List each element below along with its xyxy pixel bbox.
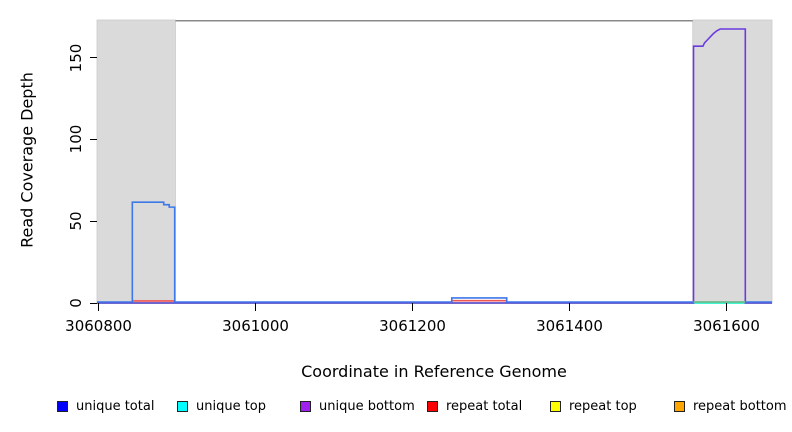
y-tick-mark [90,138,97,140]
legend-label: unique top [196,398,267,414]
x-tick-mark [725,303,727,311]
legend-swatch-repeat_total [427,400,438,412]
y-tick-mark [90,302,97,304]
y-tick-label: 100 [67,125,85,154]
legend-swatch-unique_top [177,400,188,412]
legend-item-repeat_total: repeat total [427,395,522,417]
legend-item-unique_top: unique top [177,395,266,417]
legend-item-repeat_bottom: repeat bottom [674,395,787,417]
x-tick-mark [569,303,570,311]
x-tick-label: 3061400 [536,317,603,335]
y-tick-label: 150 [67,43,85,72]
y-tick-label: 50 [67,211,85,231]
x-tick-mark [98,303,100,311]
y-axis-title: Read Coverage Depth [17,72,37,248]
y-tick-mark [90,57,97,59]
legend-item-repeat_top: repeat top [550,395,637,417]
legend-label: repeat total [446,398,523,414]
legend-item-unique_total: unique total [57,395,154,417]
x-tick-mark [412,303,414,311]
chart-legend: unique total unique top unique bottom repea… [0,395,792,419]
shaded-region-left [96,19,176,304]
legend-swatch-repeat_top [550,400,561,412]
legend-label: unique bottom [319,398,415,414]
x-tick-mark [255,303,257,311]
series-unique_bottom [97,28,772,304]
x-tick-label: 3060800 [65,317,132,335]
y-tick-label: 0 [67,298,85,308]
legend-label: unique total [76,398,155,414]
legend-item-unique_bottom: unique bottom [300,395,415,417]
x-tick-label: 3061200 [379,317,446,335]
legend-label: repeat bottom [693,398,787,414]
legend-swatch-repeat_bottom [674,400,685,412]
x-tick-label: 3061000 [222,317,289,335]
x-tick-label: 3061600 [693,317,760,335]
shaded-region-right [692,19,773,304]
y-tick-mark [90,220,97,222]
x-axis-title: Coordinate in Reference Genome [301,362,567,381]
legend-swatch-unique_total [57,400,68,412]
plot-area [96,19,773,304]
coverage-plot-canvas [96,19,773,304]
legend-swatch-unique_bottom [300,400,311,412]
legend-label: repeat top [569,398,637,414]
series-unique_total [97,201,772,303]
